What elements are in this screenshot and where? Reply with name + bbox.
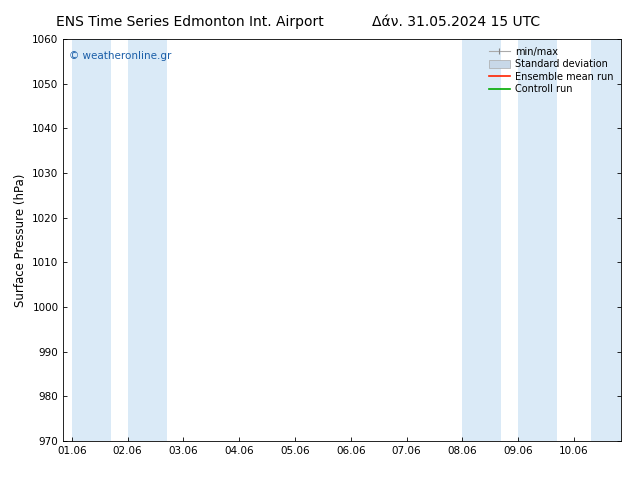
Bar bbox=[462, 39, 501, 441]
Bar bbox=[518, 39, 557, 441]
Legend: min/max, Standard deviation, Ensemble mean run, Controll run: min/max, Standard deviation, Ensemble me… bbox=[486, 44, 616, 97]
Text: ENS Time Series Edmonton Int. Airport: ENS Time Series Edmonton Int. Airport bbox=[56, 15, 324, 29]
Bar bbox=[127, 39, 167, 441]
Bar bbox=[72, 39, 111, 441]
Text: Δάν. 31.05.2024 15 UTC: Δάν. 31.05.2024 15 UTC bbox=[372, 15, 541, 29]
Y-axis label: Surface Pressure (hPa): Surface Pressure (hPa) bbox=[14, 173, 27, 307]
Text: © weatheronline.gr: © weatheronline.gr bbox=[69, 51, 171, 61]
Bar bbox=[591, 39, 634, 441]
